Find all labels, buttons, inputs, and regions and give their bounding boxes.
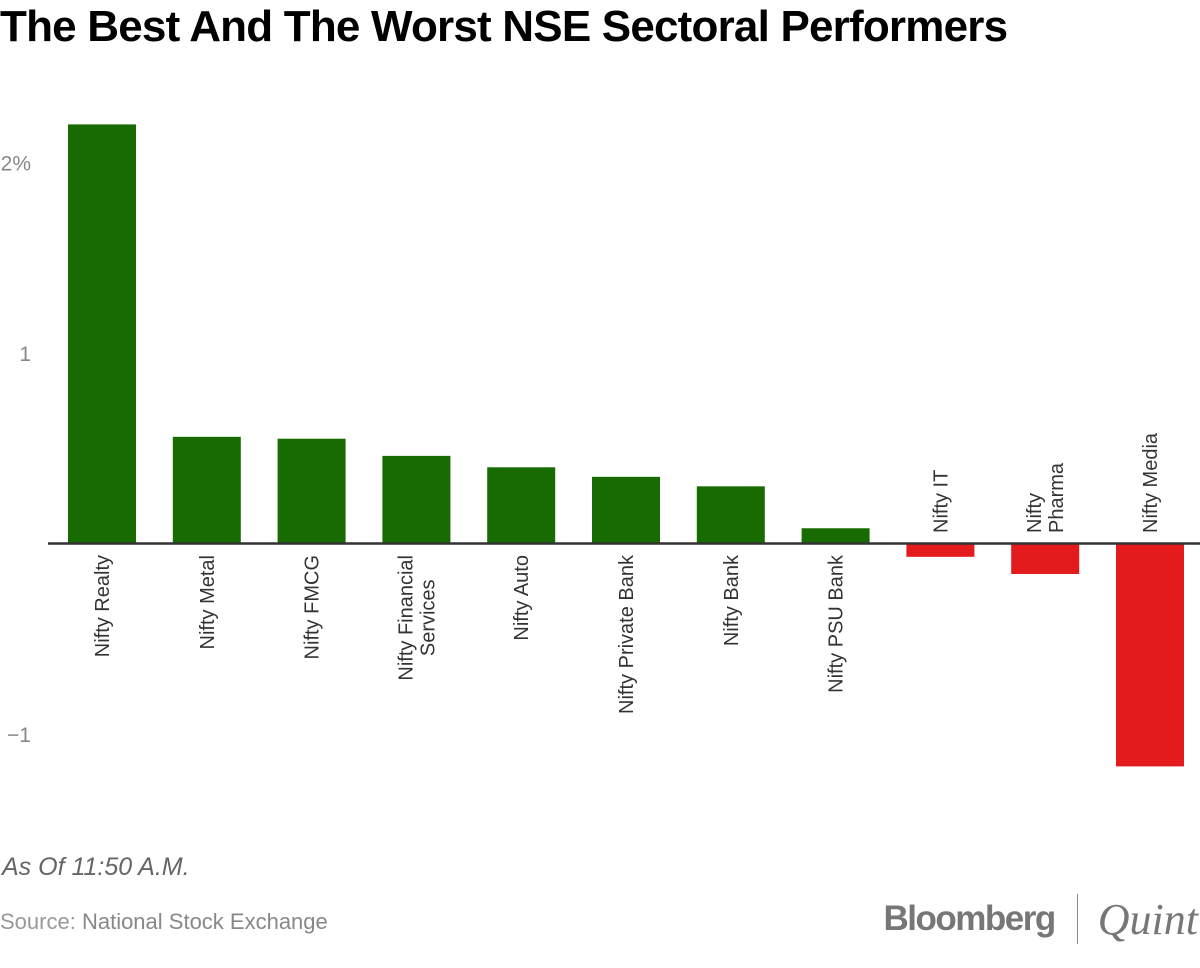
bloombergquint-logo: Bloomberg Quint <box>884 893 1198 945</box>
category-label-line: Nifty Auto <box>511 555 533 641</box>
source-line: Source: National Stock Exchange <box>0 909 328 935</box>
bar <box>172 436 241 544</box>
category-label-line: Nifty <box>1024 493 1046 533</box>
category-label-line: Nifty Bank <box>721 554 743 646</box>
bar <box>1116 543 1184 767</box>
logo-bloomberg: Bloomberg <box>883 899 1057 938</box>
category-label: Nifty Realty <box>92 555 114 657</box>
logo-divider <box>1076 894 1078 944</box>
bar-chart: 2%1−1 Nifty Realty Nifty Metal Nifty FMCG N… <box>1 124 1200 767</box>
category-label: Nifty Auto <box>511 555 533 641</box>
category-label-line: Nifty Media <box>1140 432 1162 533</box>
category-label-line: Services <box>417 579 439 656</box>
category-label: Nifty Metal <box>197 555 219 649</box>
y-tick-label: 1 <box>19 343 31 366</box>
bar <box>592 476 660 544</box>
timestamp-note: As Of 11:50 A.M. <box>2 853 190 881</box>
category-label: NiftyPharma <box>1024 462 1068 533</box>
source-label: Source: <box>0 909 76 934</box>
category-label-line: Nifty IT <box>930 470 952 533</box>
category-label: Nifty FinancialServices <box>395 555 439 681</box>
category-label-line: Nifty FMCG <box>302 555 324 659</box>
category-label-line: Nifty Realty <box>92 555 114 657</box>
category-label: Nifty Bank <box>721 554 743 646</box>
bars <box>68 124 1184 767</box>
category-label: Nifty IT <box>930 470 952 533</box>
chart-title: The Best And The Worst NSE Sectoral Perf… <box>0 2 1008 51</box>
category-label-line: Nifty Financial <box>395 555 417 681</box>
bar <box>382 455 451 544</box>
bar <box>906 543 975 557</box>
category-label-line: Nifty Metal <box>197 555 219 649</box>
category-labels: Nifty Realty Nifty Metal Nifty FMCG Nifty F… <box>92 432 1162 714</box>
category-label: Nifty Private Bank <box>616 554 638 714</box>
bar <box>1011 543 1080 574</box>
bar <box>487 467 556 544</box>
category-label: Nifty PSU Bank <box>826 554 848 693</box>
logo-quint: Quint <box>1097 894 1198 944</box>
y-axis-ticks: 2% 1 −1 <box>1 153 31 748</box>
bar <box>68 124 136 544</box>
bar <box>277 438 346 544</box>
category-label-line: Nifty PSU Bank <box>826 554 848 693</box>
category-label-line: Nifty Private Bank <box>616 554 638 714</box>
category-label: Nifty FMCG <box>302 555 324 659</box>
bar <box>696 486 765 544</box>
category-label-line: Pharma <box>1046 462 1068 533</box>
y-tick-label: −1 <box>7 724 31 747</box>
category-label: Nifty Media <box>1140 432 1162 533</box>
y-tick-label: 2% <box>1 153 31 176</box>
bar <box>801 528 870 544</box>
source-value: National Stock Exchange <box>81 909 328 934</box>
